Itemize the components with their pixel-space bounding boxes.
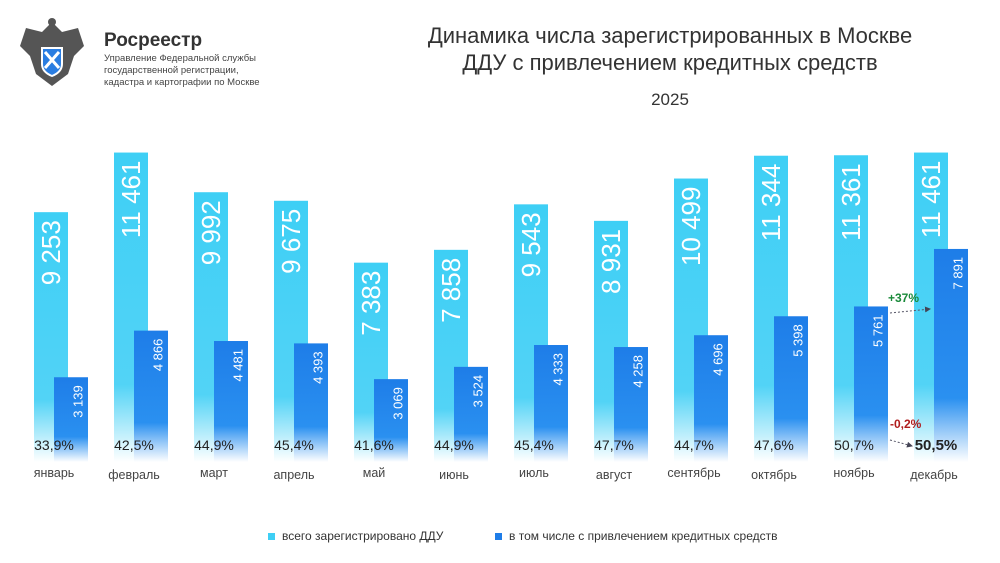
month-label: апрель [273, 468, 314, 482]
label-share: 44,7% [674, 437, 714, 453]
bar-credit [694, 335, 728, 462]
label-share: 42,5% [114, 437, 154, 453]
legend-item-total: всего зарегистрировано ДДУ [268, 529, 443, 543]
title-line: Динамика числа зарегистрированных в Моск… [427, 23, 913, 48]
month-label: февраль [108, 468, 160, 482]
label-total: 9 253 [36, 220, 66, 285]
label-credit: 5 761 [871, 314, 886, 347]
label-total: 11 461 [116, 161, 146, 239]
legend-item-credit: в том числе с привлечением кредитных сре… [495, 529, 777, 543]
month-label: март [200, 466, 228, 480]
brand-name: Росреестр [104, 30, 203, 51]
month-label: январь [34, 466, 75, 480]
bar-credit [614, 347, 648, 462]
month-label: октябрь [751, 468, 797, 482]
month-label: ноябрь [833, 466, 874, 480]
label-share: 50,5% [915, 437, 958, 454]
label-total: 11 361 [836, 163, 866, 241]
label-credit: 3 069 [391, 387, 406, 420]
subtitle-line: государственной регистрации, [104, 65, 239, 76]
label-credit: 7 891 [951, 257, 966, 290]
label-credit: 4 481 [231, 349, 246, 382]
legend-swatch [495, 532, 502, 540]
chart-subtitle-year: 2025 [651, 90, 689, 109]
label-credit: 4 333 [551, 353, 566, 386]
label-credit: 3 524 [471, 375, 486, 408]
bar-credit [774, 316, 808, 462]
label-share: 47,6% [754, 437, 794, 453]
label-share: 44,9% [434, 437, 474, 453]
legend-label: всего зарегистрировано ДДУ [282, 529, 444, 543]
brand-subtitle: Управление Федеральной службы государств… [104, 53, 260, 89]
label-share: 41,6% [354, 437, 394, 453]
bar-credit [294, 343, 328, 462]
month-label: май [363, 466, 386, 480]
bar-credit [214, 341, 248, 462]
month-label: июль [519, 466, 549, 480]
label-share: 44,9% [194, 437, 234, 453]
annotation-arrow [889, 439, 913, 448]
legend-label: в том числе с привлечением кредитных сре… [509, 529, 778, 543]
month-label: август [596, 468, 633, 482]
month-label: декабрь [910, 468, 958, 482]
label-share: 47,7% [594, 437, 634, 453]
subtitle-line: кадастра и картографии по Москве [104, 77, 260, 88]
rosreestr-emblem-logo [20, 18, 84, 86]
bar-credit [374, 379, 408, 462]
label-total: 10 499 [676, 187, 706, 267]
label-share: 33,9% [34, 437, 74, 453]
label-credit: 4 696 [711, 343, 726, 376]
label-share: 45,4% [274, 437, 314, 453]
label-total: 11 461 [916, 161, 946, 239]
label-credit: 4 393 [311, 351, 326, 384]
label-total: 9 675 [276, 209, 306, 274]
annotation-share-change: -0,2% [890, 417, 922, 431]
label-credit: 4 866 [151, 339, 166, 372]
subtitle-line: Управление Федеральной службы [104, 53, 256, 64]
label-credit: 5 398 [791, 324, 806, 357]
label-credit: 4 258 [631, 355, 646, 388]
chart-title: Динамика числа зарегистрированных в Моск… [360, 22, 980, 76]
bar-credit [854, 306, 888, 462]
label-total: 9 992 [196, 200, 226, 265]
month-label: сентябрь [667, 466, 720, 480]
title-line: ДДУ с привлечением кредитных средств [462, 50, 878, 75]
bar-credit [934, 248, 968, 462]
label-total: 11 344 [756, 164, 786, 242]
label-share: 45,4% [514, 437, 554, 453]
label-total: 9 543 [516, 212, 546, 277]
annotation-growth: +37% [888, 291, 919, 305]
annotation-arrow [889, 306, 931, 314]
bar-credit [454, 366, 488, 462]
label-share: 50,7% [834, 437, 874, 453]
label-total: 7 383 [356, 271, 386, 336]
bar-credit [54, 377, 88, 462]
label-total: 7 858 [436, 258, 466, 323]
month-label: июнь [439, 468, 469, 482]
bar-credit [134, 330, 168, 462]
bar-credit [534, 345, 568, 462]
label-total: 8 931 [596, 229, 626, 294]
label-credit: 3 139 [71, 385, 86, 418]
legend-swatch [268, 532, 275, 540]
